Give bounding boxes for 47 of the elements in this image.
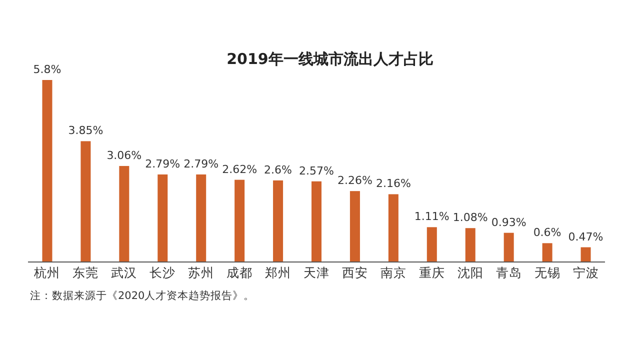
x-tick-label: 武汉 [111, 265, 138, 280]
x-tick-label: 宁波 [572, 265, 599, 280]
bar [42, 80, 52, 262]
text: 注：数据来源于《2020人才资本趋势报告》。 [30, 289, 255, 302]
data-label: 2.79% [145, 157, 180, 170]
x-tick-label: 天津 [304, 265, 330, 280]
bar [542, 243, 552, 262]
bar [158, 174, 168, 262]
bar [196, 174, 206, 262]
data-label: 2.6% [264, 163, 292, 176]
chart-title: 2019年一线城市流出人才占比 [226, 50, 434, 68]
data-label: 2.57% [299, 164, 334, 178]
x-tick-label: 无锡 [534, 265, 560, 280]
x-tick-label: 沈阳 [457, 265, 484, 280]
bar [426, 227, 437, 262]
x-tick-label: 长沙 [150, 265, 176, 280]
data-label: 1.08% [452, 211, 488, 224]
data-label: 0.6% [533, 226, 562, 240]
x-tick-label: 苏州 [188, 265, 214, 280]
data-label: 2.79% [184, 157, 219, 170]
data-label: 2.16% [376, 177, 411, 190]
bar [580, 247, 591, 262]
data-label: 5.8% [33, 63, 62, 76]
bar [234, 180, 245, 262]
data-label: 3.06% [106, 148, 142, 162]
x-tick-label: 成都 [226, 265, 253, 280]
data-label: 0.47% [568, 230, 604, 244]
data-label: 0.93% [491, 216, 526, 229]
bar [273, 180, 284, 262]
x-tick-label: 西安 [342, 265, 368, 280]
x-tick-label: 南京 [380, 265, 406, 280]
bar [504, 232, 514, 262]
data-label: 1.11% [414, 210, 450, 224]
x-tick-label: 郑州 [265, 265, 292, 280]
bar [119, 166, 130, 262]
x-tick-label: 杭州 [33, 265, 60, 280]
bar [388, 194, 398, 262]
bar [465, 228, 476, 262]
data-label: 2.26% [337, 174, 372, 188]
bar [350, 191, 360, 262]
bar [312, 181, 322, 262]
x-tick-label: 东莞 [72, 265, 99, 280]
bar [80, 141, 91, 262]
x-tick-label: 重庆 [418, 265, 445, 280]
data-label: 3.85% [68, 124, 104, 138]
x-tick-label: 青岛 [496, 265, 522, 280]
data-label: 2.62% [222, 162, 258, 176]
